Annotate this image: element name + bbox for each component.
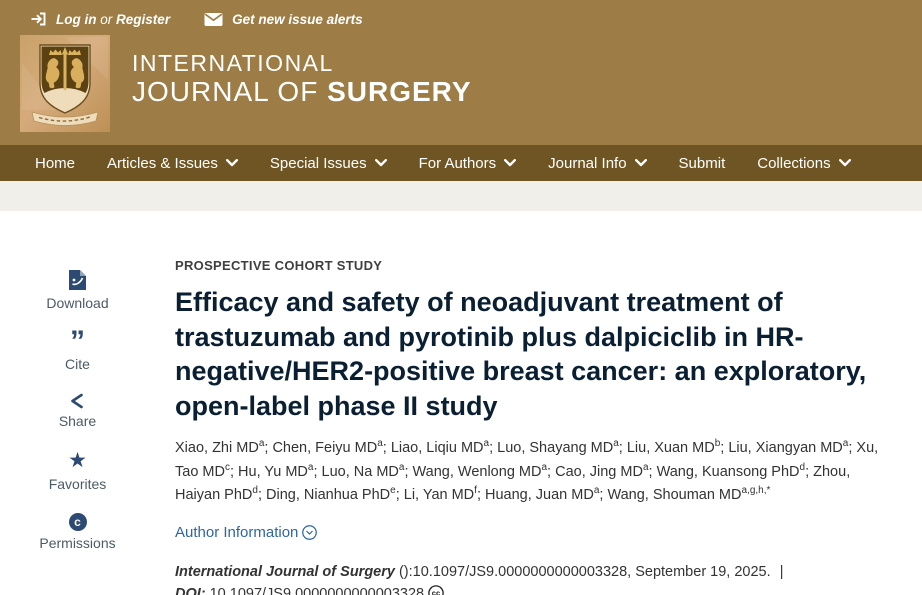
toolbar-cite-button[interactable]: ” Cite bbox=[65, 325, 90, 373]
toolbar-share-button[interactable]: Share bbox=[59, 393, 96, 429]
page-body: Download ” Cite Share ★ Favorites c Permissions… bbox=[0, 211, 922, 595]
author: Luo, Shayang MDa bbox=[497, 438, 619, 457]
author-list: Xiao, Zhi MDa; Chen, Feiyu MDa; Liao, Li… bbox=[175, 438, 879, 504]
cc-icon[interactable]: cc bbox=[428, 585, 444, 595]
doi-label: DOI: bbox=[175, 586, 206, 595]
citation-divider: | bbox=[779, 563, 784, 580]
utility-bar: Log in or Register Get new issue alerts bbox=[0, 0, 922, 27]
author: Liu, Xuan MDb bbox=[626, 438, 721, 457]
toolbar-download-button[interactable]: Download bbox=[46, 269, 109, 311]
author: Hu, Yu MDa bbox=[238, 461, 314, 480]
citation-locator: 10.1097/JS9.0000000000003328 bbox=[412, 563, 628, 580]
toolbar-label: Download bbox=[46, 295, 109, 311]
toolbar-permissions-button[interactable]: c Permissions bbox=[39, 513, 116, 551]
author: Liu, Xiangyan MDa bbox=[728, 438, 849, 457]
cite-quote-icon: ” bbox=[70, 325, 85, 358]
article-toolbar: Download ” Cite Share ★ Favorites c Permissions bbox=[0, 211, 155, 595]
circle-chevron-down-icon bbox=[302, 525, 318, 540]
nav-item-articles-issues[interactable]: Articles & Issues bbox=[107, 155, 238, 172]
author: Wang, Kuansong PhDd bbox=[656, 461, 806, 480]
author: Xiao, Zhi MDa bbox=[175, 438, 265, 457]
masthead: Log in or Register Get new issue alerts … bbox=[0, 0, 922, 145]
nav-item-collections[interactable]: Collections bbox=[757, 154, 851, 172]
citation-journal: International Journal of Surgery bbox=[175, 563, 395, 580]
author: Chen, Feiyu MDa bbox=[272, 438, 383, 457]
author: Ding, Nianhua PhDe bbox=[266, 485, 396, 504]
citation-issue: (): bbox=[394, 563, 413, 580]
toolbar-label: Permissions bbox=[39, 535, 116, 551]
nav-item-label: Submit bbox=[678, 154, 726, 172]
nav-item-for-authors[interactable]: For Authors bbox=[419, 155, 517, 172]
journal-name-line2: JOURNAL OF SURGERY bbox=[132, 76, 472, 108]
chevron-down-icon bbox=[504, 159, 517, 167]
nav-item-home[interactable]: Home bbox=[35, 155, 75, 172]
toolbar-label: Cite bbox=[65, 356, 90, 372]
article-title: Efficacy and safety of neoadjuvant treat… bbox=[175, 287, 867, 421]
author: Wang, Wenlong MDa bbox=[412, 461, 548, 480]
nav-item-label: Journal Info bbox=[548, 154, 627, 172]
author: Wang, Shouman MDa,g,h,* bbox=[607, 485, 771, 504]
nav-item-label: Special Issues bbox=[269, 154, 367, 172]
login-register-label: Log in or Register bbox=[56, 11, 171, 27]
share-icon bbox=[69, 393, 85, 409]
citation-date: , September 19, 2025. bbox=[627, 563, 771, 580]
star-icon: ★ bbox=[68, 449, 87, 472]
copyright-icon: c bbox=[68, 513, 87, 531]
author: Luo, Na MDa bbox=[321, 461, 405, 480]
article-header: PROSPECTIVE COHORT STUDY Efficacy and sa… bbox=[155, 211, 895, 595]
sign-in-icon bbox=[30, 11, 47, 27]
envelope-icon bbox=[204, 12, 223, 27]
journal-crest-logo[interactable] bbox=[20, 35, 110, 132]
nav-item-label: For Authors bbox=[418, 154, 497, 172]
issue-alerts-label: Get new issue alerts bbox=[232, 11, 363, 27]
author: Zhou, Haiyan PhDd bbox=[175, 463, 851, 504]
nav-item-special-issues[interactable]: Special Issues bbox=[270, 155, 387, 172]
author: Xu, Tao MDc bbox=[175, 440, 879, 480]
author-information-label: Author Information bbox=[175, 523, 299, 541]
main-nav: Home Articles & Issues Special Issues For A… bbox=[0, 145, 922, 181]
author-information-link[interactable]: Author Information bbox=[175, 523, 318, 541]
subnav-strip bbox=[0, 181, 922, 211]
chevron-down-icon bbox=[838, 159, 851, 167]
chevron-down-icon bbox=[634, 159, 647, 167]
toolbar-label: Share bbox=[58, 413, 97, 429]
nav-item-label: Articles & Issues bbox=[107, 154, 218, 172]
login-register-link[interactable]: Log in or Register bbox=[30, 11, 170, 27]
doi-value: 10.1097/JS9.0000000000003328 bbox=[209, 586, 425, 595]
brand-row: INTERNATIONAL JOURNAL OF SURGERY bbox=[20, 35, 922, 132]
pdf-download-icon bbox=[68, 269, 87, 291]
toolbar-label: Favorites bbox=[48, 476, 107, 492]
author: Cao, Jing MDa bbox=[555, 461, 649, 480]
author: Liao, Liqiu MDa bbox=[390, 438, 490, 457]
article-category: PROSPECTIVE COHORT STUDY bbox=[175, 258, 383, 273]
toolbar-favorites-button[interactable]: ★ Favorites bbox=[48, 449, 107, 493]
journal-name: INTERNATIONAL JOURNAL OF SURGERY bbox=[132, 50, 472, 132]
chevron-down-icon bbox=[225, 159, 238, 167]
author: Li, Yan MDf bbox=[403, 485, 477, 504]
issue-alerts-link[interactable]: Get new issue alerts bbox=[204, 12, 363, 27]
nav-item-journal-info[interactable]: Journal Info bbox=[548, 154, 647, 172]
citation-line: International Journal of Surgery ():10.1… bbox=[175, 561, 895, 595]
svg-text:cc: cc bbox=[432, 589, 440, 595]
nav-item-label: Home bbox=[35, 154, 76, 172]
nav-item-submit[interactable]: Submit bbox=[679, 155, 726, 172]
journal-name-line1: INTERNATIONAL bbox=[132, 50, 334, 76]
chevron-down-icon bbox=[374, 159, 387, 167]
author: Huang, Juan MDa bbox=[485, 485, 600, 504]
nav-item-label: Collections bbox=[757, 154, 831, 172]
